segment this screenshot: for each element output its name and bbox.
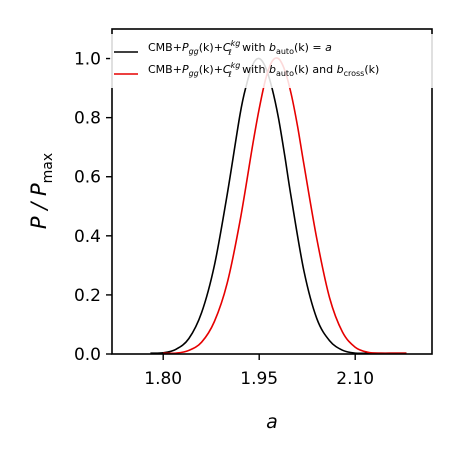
y-tick-label: 0.8 (74, 109, 101, 129)
series-line-2 (163, 57, 407, 355)
legend-label-2: CMB+Pgg(k)+Ckg ℓ with bauto(k) and bcross… (148, 61, 379, 79)
y-tick-label: 1.0 (74, 50, 101, 70)
x-tick-label: 1.95 (240, 369, 278, 389)
legend: CMB+Pgg(k)+Ckg ℓ with bauto(k) = a CMB+Pg… (110, 34, 435, 88)
y-tick-label: 0.6 (74, 168, 101, 188)
x-tick-label: 2.10 (336, 369, 374, 389)
x-axis: 1.80 1.95 2.10 (144, 354, 374, 389)
x-tick-label: 1.80 (144, 369, 182, 389)
y-axis-label: P / Pmax (27, 153, 56, 229)
legend-label-1: CMB+Pgg(k)+Ckg ℓ with bauto(k) = a (148, 39, 332, 57)
y-tick-label: 0.2 (74, 286, 101, 306)
y-tick-label: 0.4 (74, 227, 101, 247)
curves-group (150, 57, 407, 355)
series-line-1 (150, 57, 407, 355)
plot-frame (111, 28, 433, 355)
y-tick-label: 0.0 (74, 345, 101, 365)
legend-entry-1: CMB+Pgg(k)+Ckg ℓ with bauto(k) = a (114, 39, 332, 57)
x-axis-label: a (266, 411, 278, 433)
legend-entry-2: CMB+Pgg(k)+Ckg ℓ with bauto(k) and bcross… (114, 61, 379, 79)
y-axis-label-main: P / P (27, 183, 51, 229)
y-axis: 0.0 0.2 0.4 0.6 0.8 1.0 (74, 50, 112, 365)
legend-box (110, 34, 435, 88)
y-axis-label-sub: max (40, 153, 56, 184)
